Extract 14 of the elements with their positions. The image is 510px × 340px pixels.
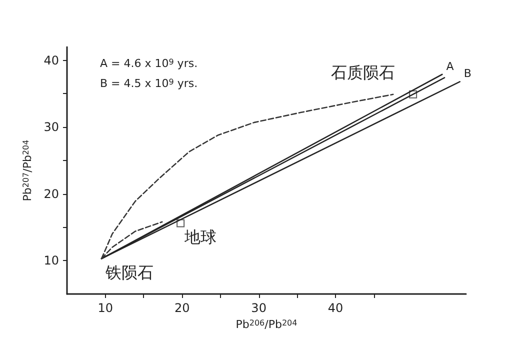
x-tick-label: 40 [328, 301, 344, 315]
annotation: 石质陨石 [331, 62, 396, 82]
x-tick-label: 10 [98, 301, 114, 315]
y-axis-title: Pb207/Pb204 [20, 140, 34, 202]
annotation: 铁陨石 [104, 263, 154, 282]
y-tick-label: 30 [44, 120, 59, 134]
annotation: 地球 [184, 228, 217, 247]
y-tick-label: 20 [44, 186, 59, 201]
x-tick-label: 20 [174, 301, 190, 315]
y-tick-label: 10 [44, 254, 59, 268]
series-label: B [464, 67, 472, 80]
series-label: A [446, 60, 454, 73]
y-tick-label: 40 [44, 53, 59, 68]
x-tick-label: 30 [251, 301, 266, 315]
